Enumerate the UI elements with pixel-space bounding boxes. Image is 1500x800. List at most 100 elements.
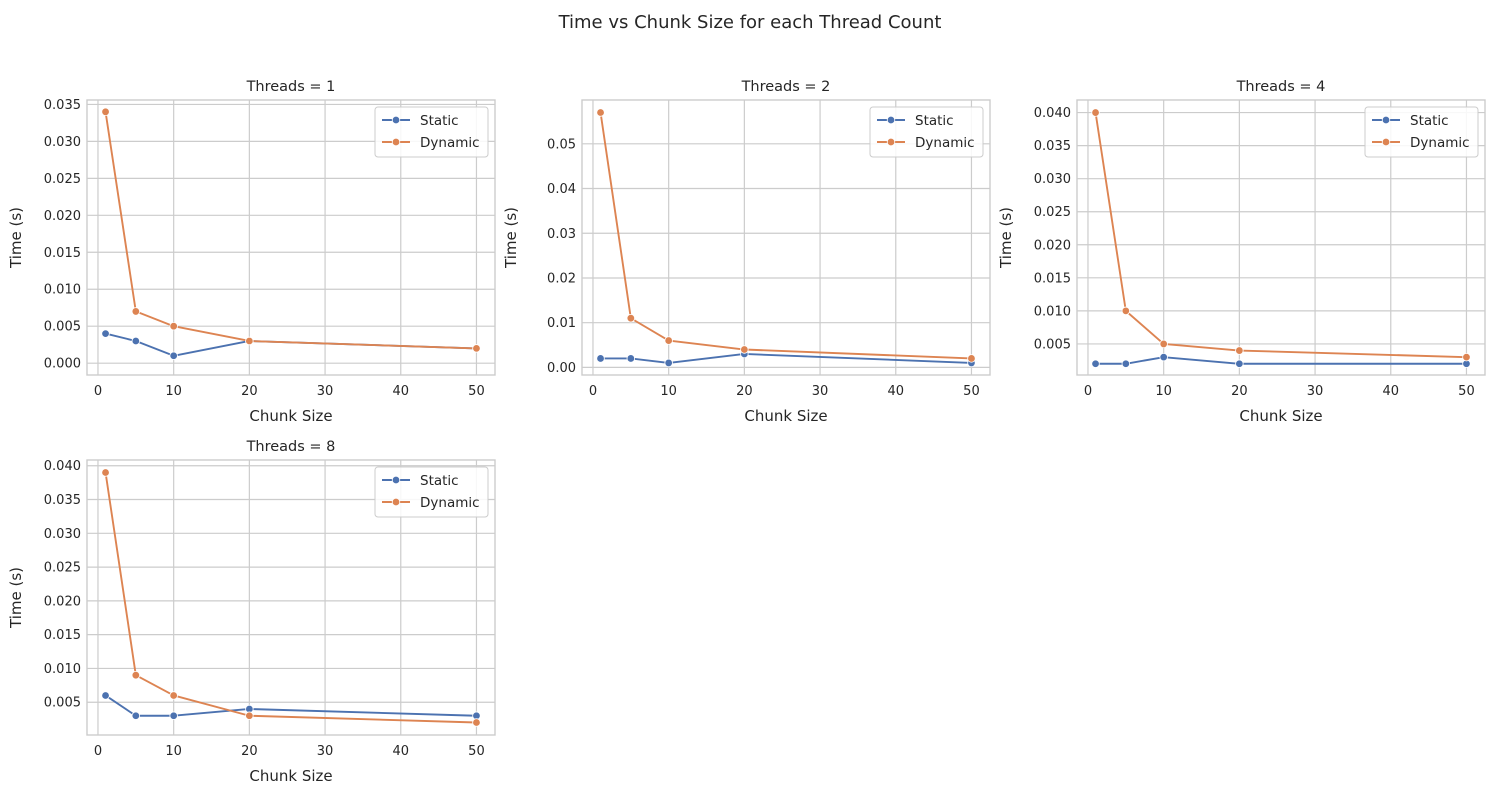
- x-tick-label: 20: [736, 384, 753, 399]
- legend-swatch-marker: [886, 137, 896, 147]
- y-tick-label: 0.00: [547, 361, 576, 376]
- data-point-dynamic: [596, 108, 605, 117]
- data-point-dynamic: [1235, 346, 1244, 355]
- data-point-dynamic: [1462, 352, 1471, 362]
- y-tick-label: 0.015: [44, 628, 81, 643]
- data-point-dynamic: [131, 671, 141, 680]
- x-tick-label: 0: [589, 384, 597, 399]
- data-point-static: [1091, 359, 1100, 368]
- y-tick-label: 0.035: [1034, 139, 1071, 154]
- x-tick-label: 20: [241, 744, 258, 759]
- data-point-dynamic: [472, 344, 481, 353]
- x-tick-label: 40: [887, 384, 904, 399]
- x-tick-label: 10: [1155, 384, 1172, 399]
- series-line-static: [1095, 356, 1467, 365]
- y-tick-label: 0.015: [1034, 271, 1071, 286]
- legend-label: Dynamic: [915, 135, 975, 151]
- data-point-static: [596, 354, 605, 363]
- x-tick-label: 20: [241, 384, 258, 399]
- series-line-static: [105, 332, 477, 357]
- y-tick-label: 0.030: [44, 135, 81, 150]
- legend-swatch-marker: [1381, 115, 1391, 125]
- data-point-dynamic: [245, 336, 254, 346]
- figure-title: Time vs Chunk Size for each Thread Count: [558, 12, 942, 33]
- y-tick-label: 0.05: [547, 137, 576, 152]
- y-tick-label: 0.025: [1034, 205, 1071, 220]
- x-axis-label: Chunk Size: [249, 407, 332, 425]
- data-point-static: [169, 351, 178, 360]
- y-tick-label: 0.020: [44, 594, 81, 609]
- legend: Static Dynamic: [869, 106, 984, 158]
- legend: Static Dynamic: [374, 106, 489, 158]
- subplot-title: Threads = 8: [246, 439, 336, 455]
- x-tick-label: 30: [317, 744, 334, 759]
- y-tick-label: 0.025: [44, 172, 81, 187]
- x-tick-label: 40: [392, 744, 409, 759]
- legend-label: Dynamic: [420, 135, 480, 151]
- legend-label: Static: [420, 113, 459, 129]
- y-axis-label: Time (s): [997, 207, 1015, 269]
- subplot-1: 0 10 20 30 40 50 0.000 0.005 0.010 0.015 0.020 0.02…: [7, 79, 496, 425]
- legend-label: Static: [915, 113, 954, 129]
- y-tick-label: 0.015: [44, 246, 81, 261]
- data-point-dynamic: [1121, 306, 1131, 316]
- legend-swatch-marker: [886, 115, 896, 125]
- legend-swatch-marker: [391, 115, 401, 125]
- data-point-static: [626, 354, 636, 363]
- y-tick-label: 0.030: [44, 527, 81, 542]
- legend-swatch-marker: [391, 137, 401, 147]
- data-point-dynamic: [626, 314, 636, 323]
- x-tick-label: 20: [1231, 384, 1248, 399]
- subplot-title: Threads = 2: [741, 79, 831, 95]
- y-tick-label: 0.040: [44, 459, 81, 474]
- data-point-dynamic: [169, 322, 178, 331]
- y-tick-label: 0.020: [1034, 238, 1071, 253]
- data-point-dynamic: [101, 107, 110, 117]
- data-point-dynamic: [967, 354, 976, 363]
- legend-label: Static: [420, 473, 459, 489]
- x-axis-label: Chunk Size: [744, 407, 827, 425]
- x-axis-label: Chunk Size: [249, 767, 332, 785]
- y-tick-label: 0.005: [1034, 337, 1071, 352]
- legend-swatch-marker: [391, 475, 401, 485]
- data-point-dynamic: [169, 691, 178, 700]
- subplot-2: 0 10 20 30 40 50 0.00 0.01 0.02 0.03 0.04 0.05 Threa…: [502, 79, 991, 425]
- data-point-static: [131, 711, 141, 720]
- data-point-dynamic: [101, 468, 110, 477]
- subplot-4: 0 10 20 30 40 50 0.005 0.010 0.015 0.020 0.025 0.03…: [7, 439, 496, 785]
- data-point-dynamic: [131, 307, 141, 316]
- x-axis-label: Chunk Size: [1239, 407, 1322, 425]
- legend-label: Dynamic: [420, 495, 480, 511]
- y-tick-label: 0.04: [547, 182, 576, 197]
- plot-frame: [1076, 99, 1486, 376]
- x-tick-label: 0: [94, 744, 102, 759]
- data-point-dynamic: [245, 711, 254, 720]
- legend-swatch-marker: [391, 497, 401, 507]
- x-tick-label: 40: [1382, 384, 1399, 399]
- x-tick-label: 10: [165, 744, 182, 759]
- y-tick-label: 0.040: [1034, 106, 1071, 121]
- data-point-static: [101, 691, 110, 700]
- y-tick-label: 0.025: [44, 561, 81, 576]
- data-point-dynamic: [472, 718, 481, 727]
- y-tick-label: 0.035: [44, 98, 81, 113]
- plot-frame: [86, 99, 496, 376]
- data-point-dynamic: [740, 345, 749, 354]
- y-tick-label: 0.020: [44, 209, 81, 224]
- data-point-dynamic: [1159, 339, 1168, 349]
- y-tick-label: 0.01: [547, 316, 576, 331]
- plot-frame: [581, 99, 991, 376]
- series-line-static: [105, 694, 477, 717]
- subplot-title: Threads = 1: [246, 79, 336, 95]
- data-point-dynamic: [1091, 108, 1100, 117]
- x-tick-label: 30: [812, 384, 829, 399]
- x-tick-label: 30: [317, 384, 334, 399]
- x-tick-label: 50: [468, 384, 485, 399]
- x-tick-label: 50: [468, 744, 485, 759]
- y-axis-label: Time (s): [7, 567, 25, 629]
- data-point-static: [101, 329, 110, 338]
- legend-label: Dynamic: [1410, 135, 1470, 151]
- y-tick-label: 0.03: [547, 227, 576, 242]
- data-point-static: [1121, 359, 1131, 368]
